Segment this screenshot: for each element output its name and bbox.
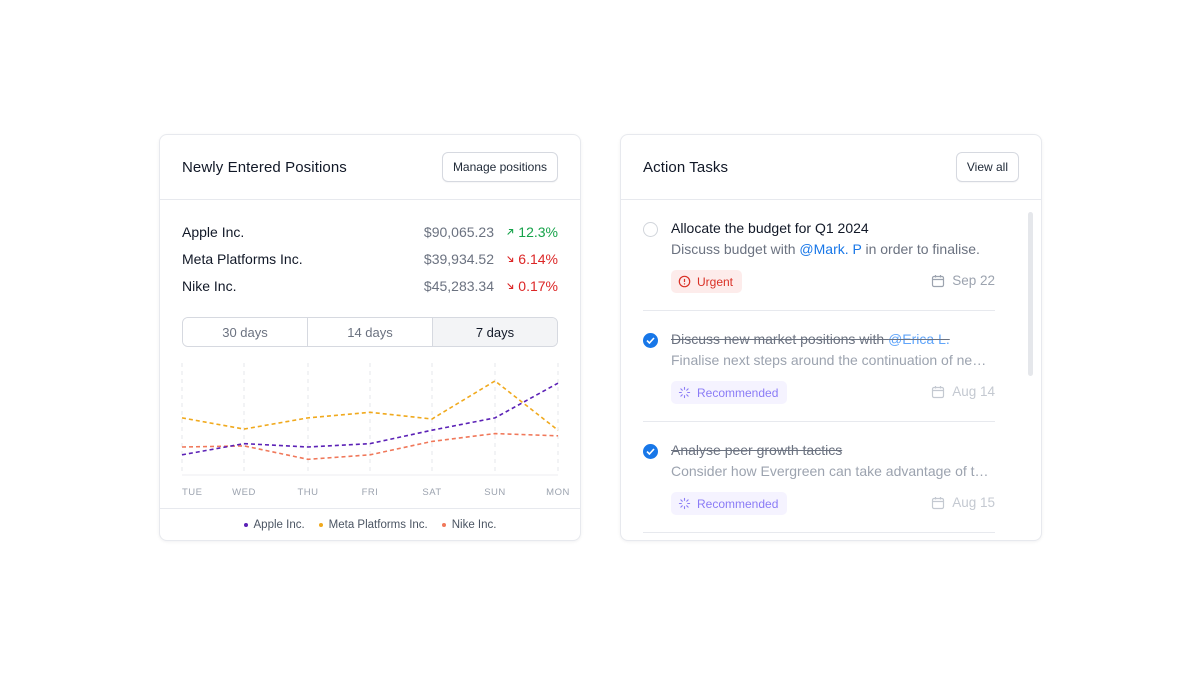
x-tick-label: TUE xyxy=(182,487,203,498)
mention-link[interactable]: @Erica L. xyxy=(888,331,950,347)
x-tick-label: THU xyxy=(297,487,318,498)
mention-link[interactable]: @Mark. P xyxy=(799,241,862,257)
status-badge: Recommended xyxy=(671,492,788,515)
alert-circle-icon xyxy=(678,275,691,288)
position-change: 12.3% xyxy=(506,224,558,240)
position-change-value: 12.3% xyxy=(518,223,558,240)
range-30-days[interactable]: 30 days xyxy=(183,318,308,346)
arrow-up-right-icon xyxy=(507,228,514,235)
task-date-text: Sep 22 xyxy=(952,273,995,288)
positions-chart: TUE WED THU FRI SAT SUN MON xyxy=(160,357,580,507)
positions-header: Newly Entered Positions Manage positions xyxy=(160,135,580,200)
manage-positions-button[interactable]: Manage positions xyxy=(441,152,558,182)
task-checkbox-checked[interactable] xyxy=(643,444,658,459)
positions-list: Apple Inc. $90,065.23 12.3% Meta Platfor… xyxy=(160,200,580,299)
range-7-days[interactable]: 7 days xyxy=(433,318,557,346)
task-date-text: Aug 15 xyxy=(952,495,995,510)
legend-item-apple[interactable]: Apple Inc. xyxy=(243,518,305,531)
legend-item-nike[interactable]: Nike Inc. xyxy=(441,518,497,531)
badge-label: Urgent xyxy=(697,274,734,289)
check-icon xyxy=(646,337,655,344)
legend-dot xyxy=(318,522,323,527)
position-row[interactable]: Apple Inc. $90,065.23 12.3% xyxy=(182,218,558,245)
tasks-header: Action Tasks View all xyxy=(621,135,1041,200)
line-chart: TUE WED THU FRI SAT SUN MON xyxy=(181,363,570,498)
legend-item-meta[interactable]: Meta Platforms Inc. xyxy=(318,518,428,531)
tasks-card: Action Tasks View all Allocate the budge… xyxy=(620,134,1042,541)
legend-label: Apple Inc. xyxy=(253,518,305,531)
position-name: Meta Platforms Inc. xyxy=(182,250,303,267)
range-14-days[interactable]: 14 days xyxy=(308,318,433,346)
legend-dot xyxy=(243,522,248,527)
positions-title: Newly Entered Positions xyxy=(182,158,347,176)
task-description-text: Discuss budget with xyxy=(671,241,800,257)
positions-card: Newly Entered Positions Manage positions… xyxy=(159,134,581,541)
task-date-text: Aug 14 xyxy=(952,384,995,399)
task-description: Finalise next steps around the continuat… xyxy=(671,352,995,368)
position-price: $90,065.23 xyxy=(423,223,494,240)
calendar-icon xyxy=(932,274,945,287)
position-change-value: 0.17% xyxy=(518,277,558,294)
x-tick-label: SAT xyxy=(422,487,441,498)
status-badge: Recommended xyxy=(671,381,788,404)
position-name: Nike Inc. xyxy=(182,277,237,294)
series-line-nike-inc xyxy=(181,432,559,461)
badge-label: Recommended xyxy=(697,385,779,400)
task-checkbox-checked[interactable] xyxy=(643,333,658,348)
task-checkbox[interactable] xyxy=(643,222,658,237)
task-description: Consider how Evergreen can take advantag… xyxy=(671,463,995,479)
task-due-date: Aug 15 xyxy=(931,495,995,510)
position-price: $39,934.52 xyxy=(423,250,494,267)
series-line-meta-platforms-inc xyxy=(181,379,559,431)
arrow-down-right-icon xyxy=(507,282,514,289)
arrow-down-right-icon xyxy=(507,255,514,262)
position-change: 6.14% xyxy=(506,251,558,267)
range-selector: 30 days 14 days 7 days xyxy=(182,317,558,347)
calendar-icon xyxy=(932,496,945,509)
check-icon xyxy=(646,448,655,455)
x-tick-label: MON xyxy=(546,487,570,498)
task-item[interactable]: Allocate the budget for Q1 2024 Discuss … xyxy=(643,200,995,311)
scrollbar[interactable] xyxy=(1028,212,1033,376)
tasks-title: Action Tasks xyxy=(643,158,729,176)
position-price: $45,283.34 xyxy=(423,277,494,294)
task-item[interactable]: Discuss new market positions with @Erica… xyxy=(643,311,995,422)
x-tick-label: SUN xyxy=(484,487,506,498)
position-row[interactable]: Meta Platforms Inc. $39,934.52 6.14% xyxy=(182,245,558,272)
task-title: Discuss new market positions with @Erica… xyxy=(671,331,950,347)
view-all-button[interactable]: View all xyxy=(955,152,1019,182)
task-title: Analyse peer growth tactics xyxy=(671,442,843,458)
calendar-icon xyxy=(932,385,945,398)
task-item[interactable]: Analyse peer growth tactics Consider how… xyxy=(643,422,995,533)
loader-icon xyxy=(678,386,691,399)
task-title: Allocate the budget for Q1 2024 xyxy=(671,220,869,236)
tasks-list: Allocate the budget for Q1 2024 Discuss … xyxy=(621,200,1041,540)
x-tick-label: FRI xyxy=(362,487,379,498)
position-change: 0.17% xyxy=(506,278,558,294)
task-description-text: in order to finalise. xyxy=(861,241,980,257)
task-due-date: Aug 14 xyxy=(931,384,995,399)
position-name: Apple Inc. xyxy=(182,223,245,240)
loader-icon xyxy=(678,497,691,510)
task-description: Discuss budget with @Mark. P in order to… xyxy=(671,241,995,257)
badge-label: Recommended xyxy=(697,496,779,511)
chart-legend: Apple Inc. Meta Platforms Inc. Nike Inc. xyxy=(160,508,580,540)
legend-label: Nike Inc. xyxy=(451,518,497,531)
legend-label: Meta Platforms Inc. xyxy=(328,518,428,531)
status-badge: Urgent xyxy=(671,270,743,293)
task-due-date: Sep 22 xyxy=(931,273,995,288)
series-line-apple-inc xyxy=(181,382,559,456)
task-title-text: Discuss new market positions with xyxy=(671,331,889,347)
x-tick-label: WED xyxy=(232,487,256,498)
position-change-value: 6.14% xyxy=(518,250,558,267)
position-row[interactable]: Nike Inc. $45,283.34 0.17% xyxy=(182,272,558,299)
legend-dot xyxy=(441,522,446,527)
